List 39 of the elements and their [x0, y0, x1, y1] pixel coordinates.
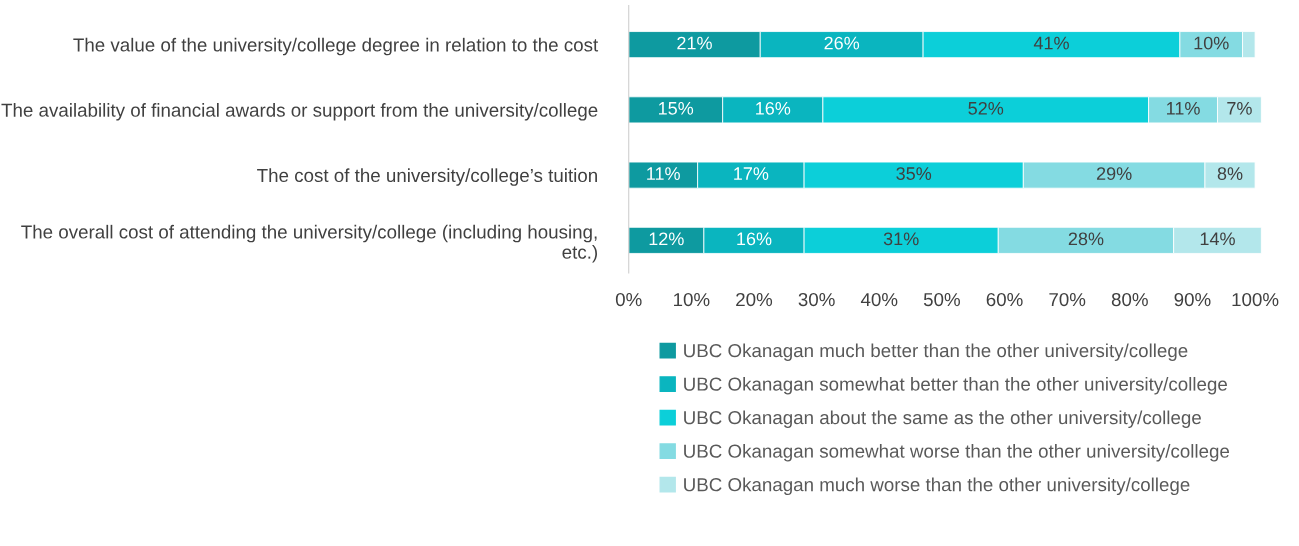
data-label: 52%	[968, 101, 1004, 115]
data-label: 29%	[1096, 167, 1132, 180]
data-label: 11%	[647, 167, 680, 180]
y-tick-label: The overall cost of attending the university/college (including housing, etc.)	[21, 224, 597, 263]
data-label: 11%	[1167, 102, 1200, 115]
data-label: 35%	[896, 167, 932, 180]
x-tick-label: 0%	[615, 292, 642, 307]
data-label: 12%	[649, 232, 684, 246]
x-tick-label: 50%	[923, 292, 960, 307]
data-label: 8%	[1217, 167, 1243, 180]
x-tick-label: 100%	[1232, 292, 1279, 307]
data-label: 15%	[659, 102, 694, 115]
x-tick-label: 60%	[986, 292, 1023, 307]
y-tick-label: The availability of financial awards or support from the university/college	[1, 103, 598, 121]
data-label: 26%	[824, 36, 860, 50]
data-label: 10%	[1194, 36, 1229, 50]
data-label: 21%	[677, 36, 712, 50]
legend-label: UBC Okanagan somewhat worse than the other university/college	[684, 444, 1230, 462]
data-label: 7%	[1227, 102, 1252, 115]
x-tick-label: 20%	[736, 292, 773, 307]
data-label: 16%	[756, 101, 791, 115]
legend-label: UBC Okanagan much worse than the other university/college	[684, 477, 1190, 496]
y-tick-label: The cost of the university/college’s tuition	[257, 168, 597, 186]
y-tick-label: The value of the university/college degree in relation to the cost	[73, 37, 599, 56]
data-label: 28%	[1068, 232, 1104, 246]
legend-label: UBC Okanagan about the same as the other university/college	[684, 410, 1201, 428]
data-label: 31%	[883, 232, 919, 246]
data-label: 17%	[734, 167, 769, 180]
legend-label: UBC Okanagan much better than the other university/college	[684, 343, 1188, 361]
x-tick-label: 70%	[1049, 292, 1086, 307]
x-tick-label: 10%	[674, 292, 710, 307]
x-tick-label: 30%	[798, 292, 835, 307]
data-label: 16%	[737, 232, 772, 246]
data-label: 41%	[1033, 36, 1069, 50]
x-tick-label: 80%	[1111, 292, 1148, 307]
x-tick-label: 40%	[860, 292, 898, 307]
x-tick-label: 90%	[1174, 292, 1211, 307]
legend-label: UBC Okanagan somewhat better than the other university/college	[684, 377, 1227, 395]
data-label: 14%	[1200, 232, 1235, 246]
